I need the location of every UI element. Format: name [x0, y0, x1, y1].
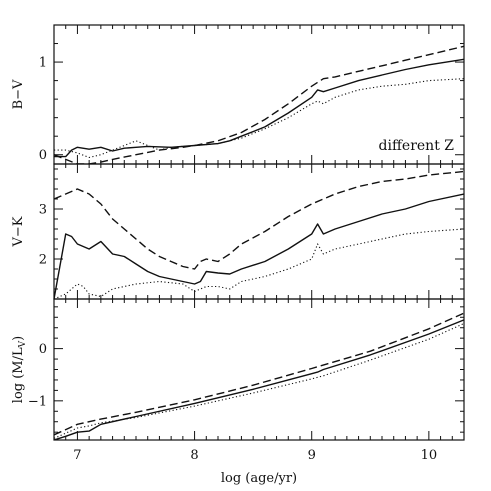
- panel-3: −1 0 log (M/LV) 7 8 9 10 log (age/yr): [11, 298, 465, 486]
- x-axis-label: log (age/yr): [221, 471, 297, 486]
- series-line-solid: [54, 319, 464, 440]
- series-line-dotted: [54, 228, 464, 299]
- panel-1: 0 1 B−V different Z: [11, 24, 465, 165]
- panel-2: 2 3 V−K: [11, 163, 465, 300]
- series-line-dashed: [54, 45, 464, 164]
- x-tick-label: 10: [421, 448, 438, 463]
- x-tick-label: 8: [190, 448, 198, 463]
- y-axis-label: B−V: [11, 79, 26, 109]
- plot-frame: [53, 163, 465, 300]
- series-line-solid: [54, 193, 464, 299]
- y-axis-label: log (M/LV): [11, 336, 28, 403]
- x-tick-label: 9: [308, 448, 316, 463]
- x-tick-label: 7: [73, 448, 81, 463]
- y-tick-label: 0: [39, 148, 47, 163]
- series-line-dashed: [54, 170, 464, 270]
- series-group: [54, 170, 464, 299]
- plot-frame: [53, 298, 465, 441]
- y-axis-label: V−K: [11, 216, 26, 247]
- y-tick-label: 3: [39, 203, 47, 218]
- y-tick-label: 0: [39, 342, 47, 357]
- series-line-dashed: [54, 312, 464, 436]
- y-tick-label: 1: [39, 56, 47, 71]
- panel-annotation: different Z: [379, 138, 455, 154]
- y-tick-label: −1: [28, 394, 47, 409]
- y-tick-label: 2: [39, 253, 47, 268]
- series-group: [54, 312, 464, 440]
- series-group: [54, 45, 464, 164]
